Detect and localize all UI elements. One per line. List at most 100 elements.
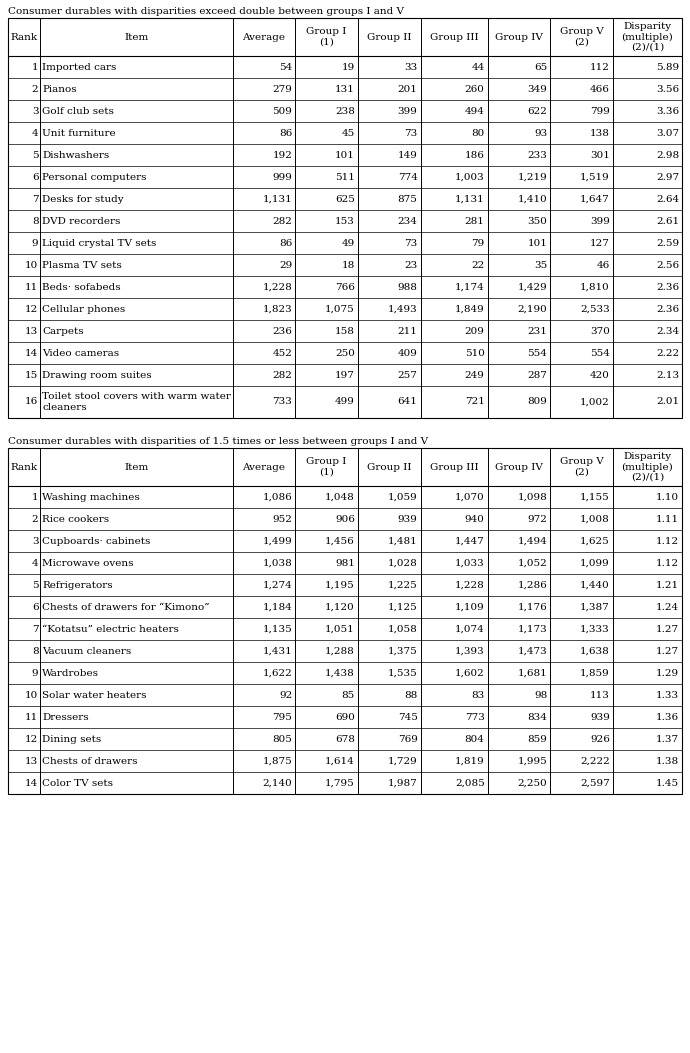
Text: 1,155: 1,155 bbox=[580, 493, 610, 501]
Text: 158: 158 bbox=[335, 326, 355, 336]
Text: 1,638: 1,638 bbox=[580, 647, 610, 656]
Text: 4: 4 bbox=[32, 128, 39, 138]
Text: 1,008: 1,008 bbox=[580, 515, 610, 523]
Text: Average: Average bbox=[242, 462, 286, 472]
Text: 16: 16 bbox=[25, 397, 39, 406]
Text: 5: 5 bbox=[32, 580, 39, 590]
Text: 1,681: 1,681 bbox=[518, 669, 547, 677]
Bar bbox=[8, 448, 682, 794]
Text: 349: 349 bbox=[527, 84, 547, 94]
Text: 2.59: 2.59 bbox=[656, 238, 679, 247]
Text: 7: 7 bbox=[32, 624, 39, 634]
Text: 2,597: 2,597 bbox=[580, 778, 610, 788]
Text: Rice cookers: Rice cookers bbox=[42, 515, 110, 523]
Text: 1,028: 1,028 bbox=[388, 558, 417, 568]
Text: 1,875: 1,875 bbox=[263, 756, 293, 766]
Text: 1,176: 1,176 bbox=[518, 602, 547, 612]
Text: 23: 23 bbox=[404, 260, 417, 270]
Text: 4: 4 bbox=[32, 558, 39, 568]
Text: 1,447: 1,447 bbox=[455, 536, 484, 545]
Bar bbox=[8, 18, 682, 418]
Text: 14: 14 bbox=[25, 349, 39, 358]
Text: 1,131: 1,131 bbox=[455, 195, 484, 203]
Text: 257: 257 bbox=[397, 371, 417, 379]
Text: 1,038: 1,038 bbox=[263, 558, 293, 568]
Text: 3.36: 3.36 bbox=[656, 106, 679, 116]
Text: 2.36: 2.36 bbox=[656, 282, 679, 292]
Text: Group II: Group II bbox=[367, 33, 411, 41]
Text: 211: 211 bbox=[397, 326, 417, 336]
Text: 85: 85 bbox=[342, 691, 355, 699]
Text: Desks for study: Desks for study bbox=[42, 195, 124, 203]
Text: 1.11: 1.11 bbox=[656, 515, 679, 523]
Text: 1,099: 1,099 bbox=[580, 558, 610, 568]
Text: 1,795: 1,795 bbox=[325, 778, 355, 788]
Text: 939: 939 bbox=[590, 713, 610, 721]
Text: Plasma TV sets: Plasma TV sets bbox=[42, 260, 122, 270]
Text: Chests of drawers: Chests of drawers bbox=[42, 756, 138, 766]
Text: 93: 93 bbox=[534, 128, 547, 138]
Text: 65: 65 bbox=[534, 62, 547, 72]
Text: 1,051: 1,051 bbox=[325, 624, 355, 634]
Text: 766: 766 bbox=[335, 282, 355, 292]
Text: Solar water heaters: Solar water heaters bbox=[42, 691, 147, 699]
Text: 192: 192 bbox=[273, 151, 293, 159]
Text: Disparity
(multiple)
(2)/(1): Disparity (multiple) (2)/(1) bbox=[622, 452, 673, 482]
Text: 773: 773 bbox=[464, 713, 484, 721]
Text: 804: 804 bbox=[464, 735, 484, 743]
Text: 1: 1 bbox=[32, 493, 39, 501]
Text: Rank: Rank bbox=[10, 462, 38, 472]
Text: 8: 8 bbox=[32, 647, 39, 656]
Text: 420: 420 bbox=[590, 371, 610, 379]
Text: 7: 7 bbox=[32, 195, 39, 203]
Text: 279: 279 bbox=[273, 84, 293, 94]
Text: 1,602: 1,602 bbox=[455, 669, 484, 677]
Text: 1,002: 1,002 bbox=[580, 397, 610, 406]
Text: Golf club sets: Golf club sets bbox=[42, 106, 115, 116]
Text: 1,823: 1,823 bbox=[263, 304, 293, 314]
Text: 409: 409 bbox=[397, 349, 417, 358]
Text: 926: 926 bbox=[590, 735, 610, 743]
Text: 54: 54 bbox=[279, 62, 293, 72]
Text: 131: 131 bbox=[335, 84, 355, 94]
Text: 1,274: 1,274 bbox=[263, 580, 293, 590]
Text: 1,410: 1,410 bbox=[518, 195, 547, 203]
Text: 3.07: 3.07 bbox=[656, 128, 679, 138]
Text: 1,519: 1,519 bbox=[580, 173, 610, 181]
Text: 1.24: 1.24 bbox=[656, 602, 679, 612]
Text: 12: 12 bbox=[25, 304, 39, 314]
Text: 8: 8 bbox=[32, 217, 39, 225]
Text: 1,109: 1,109 bbox=[455, 602, 484, 612]
Text: 2,140: 2,140 bbox=[263, 778, 293, 788]
Text: 201: 201 bbox=[397, 84, 417, 94]
Text: 1,535: 1,535 bbox=[388, 669, 417, 677]
Text: Group V
(2): Group V (2) bbox=[560, 27, 604, 46]
Text: 127: 127 bbox=[590, 238, 610, 247]
Text: 1,048: 1,048 bbox=[325, 493, 355, 501]
Text: 1,174: 1,174 bbox=[455, 282, 484, 292]
Text: 1,987: 1,987 bbox=[388, 778, 417, 788]
Text: 149: 149 bbox=[397, 151, 417, 159]
Text: Dishwashers: Dishwashers bbox=[42, 151, 110, 159]
Text: 1,729: 1,729 bbox=[388, 756, 417, 766]
Text: 452: 452 bbox=[273, 349, 293, 358]
Text: 1.12: 1.12 bbox=[656, 558, 679, 568]
Text: 1,125: 1,125 bbox=[388, 602, 417, 612]
Text: 733: 733 bbox=[273, 397, 293, 406]
Text: Cupboards· cabinets: Cupboards· cabinets bbox=[42, 536, 151, 545]
Text: 834: 834 bbox=[527, 713, 547, 721]
Text: 1,225: 1,225 bbox=[388, 580, 417, 590]
Text: 1.38: 1.38 bbox=[656, 756, 679, 766]
Text: 1,473: 1,473 bbox=[518, 647, 547, 656]
Text: 2: 2 bbox=[32, 515, 39, 523]
Text: 769: 769 bbox=[397, 735, 417, 743]
Text: 1,075: 1,075 bbox=[325, 304, 355, 314]
Text: Beds· sofabeds: Beds· sofabeds bbox=[42, 282, 121, 292]
Text: DVD recorders: DVD recorders bbox=[42, 217, 121, 225]
Text: Dressers: Dressers bbox=[42, 713, 89, 721]
Text: 1,098: 1,098 bbox=[518, 493, 547, 501]
Text: 1,058: 1,058 bbox=[388, 624, 417, 634]
Text: 6: 6 bbox=[32, 602, 39, 612]
Text: Chests of drawers for “Kimono”: Chests of drawers for “Kimono” bbox=[42, 602, 210, 612]
Text: Group V
(2): Group V (2) bbox=[560, 457, 604, 477]
